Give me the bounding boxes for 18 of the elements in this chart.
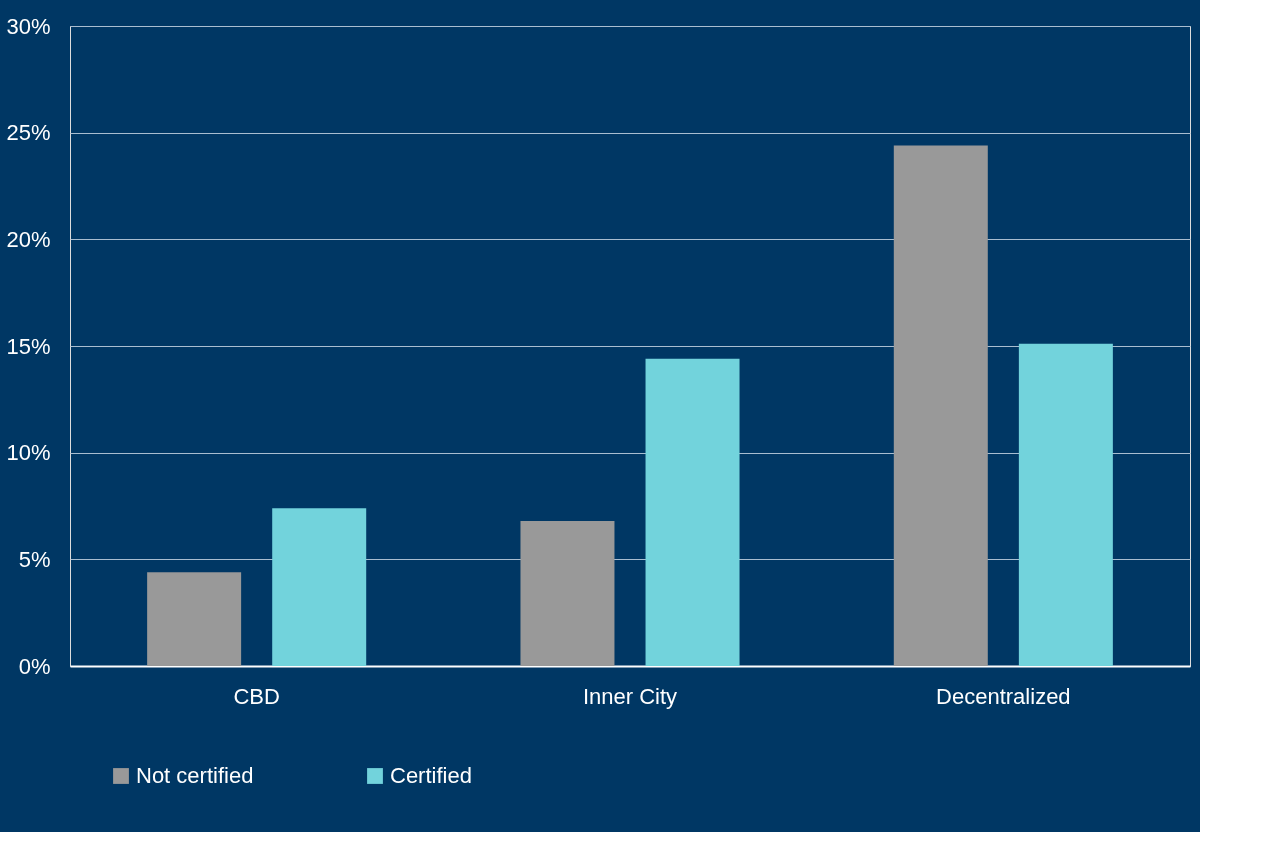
bar <box>1018 343 1113 666</box>
bar <box>645 358 740 666</box>
bar <box>147 572 242 666</box>
bar <box>520 520 615 666</box>
y-tick-label: 30% <box>6 13 51 39</box>
bar <box>272 508 367 666</box>
y-tick-label: 10% <box>6 440 51 466</box>
legend-label: Certified <box>390 763 472 788</box>
x-tick-label: CBD <box>233 683 280 709</box>
y-tick-label: 15% <box>6 333 51 359</box>
legend-label: Not certified <box>136 763 254 788</box>
x-tick-label: Decentralized <box>936 683 1071 709</box>
bar <box>893 145 988 666</box>
y-tick-label: 20% <box>6 226 51 252</box>
y-tick-label: 25% <box>6 120 51 146</box>
y-tick-label: 0% <box>18 653 51 679</box>
x-tick-label: Inner City <box>582 683 678 709</box>
y-tick-label: 5% <box>18 546 51 572</box>
